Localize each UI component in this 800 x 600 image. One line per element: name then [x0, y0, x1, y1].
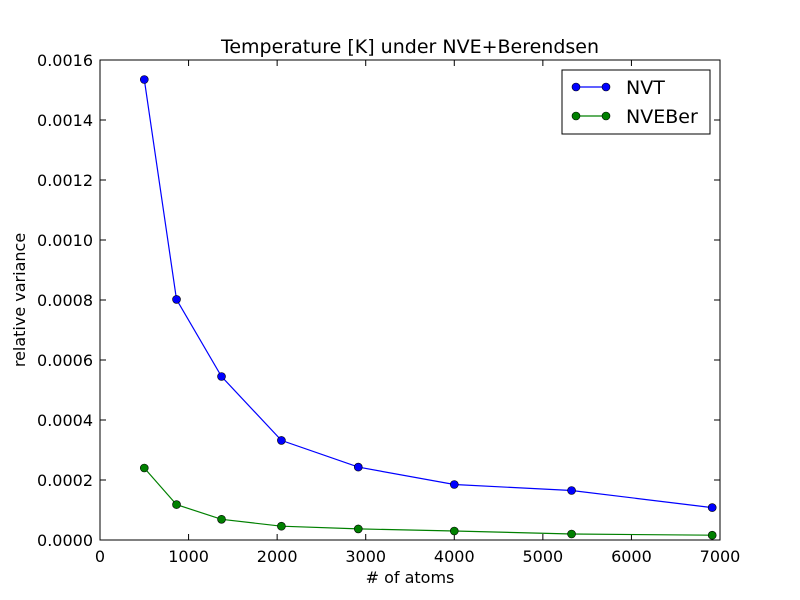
- x-tick-label: 3000: [345, 547, 386, 566]
- data-point-nveber: [217, 514, 226, 524]
- y-tick-label: 0.0016: [37, 51, 93, 70]
- y-tick-label: 0.0008: [37, 291, 93, 310]
- legend: NVT NVEBer: [561, 69, 711, 135]
- y-tick-label: 0.0000: [37, 531, 93, 550]
- legend-label-nveber: NVEBer: [626, 106, 698, 128]
- data-point-nvt: [567, 486, 576, 495]
- x-tick-label: 2000: [257, 547, 298, 566]
- x-tick-label: 1000: [168, 547, 209, 566]
- legend-marker-nveber: [601, 111, 611, 121]
- data-point-nvt: [353, 462, 363, 472]
- data-point-nvt: [277, 436, 286, 445]
- y-tick-label: 0.0012: [37, 171, 93, 190]
- data-point-nveber: [277, 521, 286, 531]
- data-point-nveber: [353, 524, 363, 534]
- legend-marker-nvt: [601, 82, 611, 92]
- data-point-nvt: [172, 295, 181, 304]
- data-point-nvt: [707, 503, 717, 512]
- axes-layer: 0 1000 2000 3000 4000 5000 6000 7000 0.0000 0.000…: [37, 51, 740, 566]
- data-point-nvt: [449, 480, 459, 489]
- y-tick-label: 0.0004: [37, 411, 93, 430]
- series-line-nvt: [143, 79, 713, 509]
- data-layer: [139, 75, 717, 540]
- y-tick-label: 0.0010: [37, 231, 93, 250]
- x-tick-label: 4000: [434, 547, 475, 566]
- y-axis-label: relative variance: [10, 233, 29, 367]
- x-axis-label: # of atoms: [366, 568, 455, 587]
- x-tick-label: 7000: [700, 547, 741, 566]
- legend-label-nvt: NVT: [626, 77, 665, 99]
- y-tick-label: 0.0014: [37, 111, 93, 130]
- x-tick-label: 6000: [611, 547, 652, 566]
- data-point-nvt: [217, 372, 226, 381]
- data-point-nveber: [172, 500, 181, 509]
- y-tick-label: 0.0006: [37, 351, 93, 370]
- legend-marker-nvt: [571, 82, 581, 92]
- data-point-nveber: [707, 530, 717, 540]
- x-tick-label: 0: [95, 547, 105, 566]
- plot-frame: [99, 59, 721, 541]
- data-point-nvt: [139, 75, 149, 84]
- data-point-nveber: [139, 463, 149, 473]
- y-tick-label: 0.0002: [37, 471, 93, 490]
- data-point-nveber: [567, 529, 576, 539]
- chart-title: Temperature [K] under NVE+Berendsen: [220, 36, 599, 58]
- series-line-nveber: [143, 467, 713, 536]
- legend-box: [561, 69, 711, 135]
- data-point-nveber: [449, 526, 459, 536]
- x-tick-label: 5000: [522, 547, 563, 566]
- legend-marker-nveber: [571, 111, 581, 121]
